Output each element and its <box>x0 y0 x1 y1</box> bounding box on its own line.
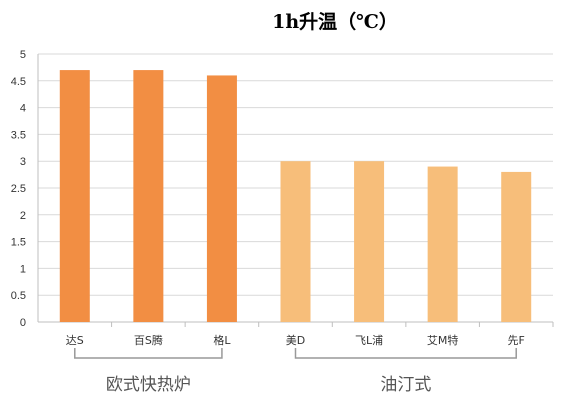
y-tick-label: 1 <box>20 263 26 275</box>
bars <box>59 70 532 322</box>
x-tick-label: 先F <box>508 334 525 347</box>
group-bracket <box>74 348 223 359</box>
bar <box>280 161 311 322</box>
bar <box>59 70 90 322</box>
y-tick-label: 0.5 <box>11 290 26 302</box>
y-tick-label: 2.5 <box>11 183 26 195</box>
chart-title: 1h升温（℃） <box>272 10 398 33</box>
y-tick-label: 0 <box>20 317 26 329</box>
bar <box>354 161 385 322</box>
x-tick-label: 百S腾 <box>134 333 163 347</box>
bar <box>501 171 532 322</box>
x-tick-label: 飞L浦 <box>355 334 383 347</box>
x-tick-label: 美D <box>286 334 305 347</box>
y-tick-label: 3 <box>20 156 26 168</box>
y-tick-label: 4 <box>20 103 26 115</box>
bar <box>133 70 164 322</box>
group-bracket <box>294 348 517 359</box>
x-tick-label: 达S <box>66 334 84 347</box>
group-label: 欧式快热炉 <box>106 375 191 395</box>
y-tick-label: 1.5 <box>11 237 26 249</box>
x-axis: 达S 百S腾 格L 美D 飞L浦 艾M特 先F <box>66 322 554 347</box>
y-tick-label: 4.5 <box>11 76 26 88</box>
y-axis: 0 0.5 1 1.5 2 2.5 3 3.5 4 4.5 5 <box>11 49 39 329</box>
group-label: 油汀式 <box>380 375 431 395</box>
bar <box>206 75 237 322</box>
x-tick-label: 艾M特 <box>427 333 459 347</box>
bar <box>427 166 458 322</box>
y-tick-label: 3.5 <box>11 129 26 141</box>
y-tick-label: 2 <box>20 210 26 222</box>
group-brackets: 欧式快热炉 油汀式 <box>74 348 517 395</box>
y-tick-label: 5 <box>20 49 26 61</box>
x-tick-label: 格L <box>213 333 231 347</box>
